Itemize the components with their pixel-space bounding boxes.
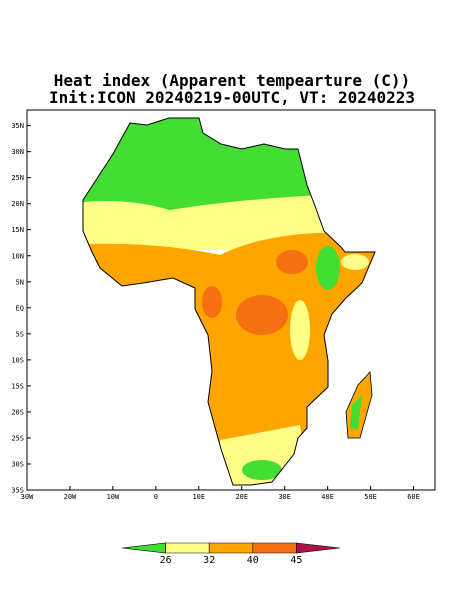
colorbar-segment	[208, 542, 254, 554]
y-tick-label: 15N	[11, 226, 24, 234]
x-tick-label: 20W	[64, 493, 77, 501]
y-tick-label: 5N	[16, 278, 24, 286]
colorbar-label: 32	[203, 555, 215, 566]
x-tick-label: 20E	[235, 493, 248, 501]
y-tick-label: 35S	[11, 487, 24, 495]
y-tick-label: 10S	[11, 356, 24, 364]
x-tick-label: 50E	[364, 493, 377, 501]
y-tick-label: 30N	[11, 148, 24, 156]
x-tick-label: 60E	[407, 493, 420, 501]
colorbar-segment	[165, 542, 210, 554]
y-tick-label: EQ	[16, 304, 24, 312]
madagascar-green	[350, 395, 362, 430]
x-tick-label: 10W	[107, 493, 120, 501]
colorbar-segment	[121, 542, 166, 554]
y-tick-label: 25S	[11, 434, 24, 442]
colorbar-label: 40	[247, 555, 259, 566]
x-tick-label: 40E	[321, 493, 334, 501]
title-line: Heat index (Apparent tempearture (C))	[54, 71, 410, 90]
x-tick-label: 10E	[192, 493, 205, 501]
title-line: Init:ICON 20240219-00UTC, VT: 20240223	[49, 88, 415, 107]
colorbar-label: 26	[160, 555, 172, 566]
y-tick-label: 25N	[11, 174, 24, 182]
y-tick-label: 20S	[11, 408, 24, 416]
y-tick-label: 20N	[11, 200, 24, 208]
y-tick-label: 10N	[11, 252, 24, 260]
y-tick-label: 30S	[11, 460, 24, 468]
y-tick-label: 5S	[16, 330, 24, 338]
colorbar-segment	[296, 542, 341, 554]
colorbar-segment	[252, 542, 297, 554]
x-tick-label: 0	[154, 493, 158, 501]
y-tick-label: 15S	[11, 382, 24, 390]
y-tick-label: 35N	[11, 122, 24, 130]
x-tick-label: 30W	[21, 493, 34, 501]
x-tick-label: 30E	[278, 493, 291, 501]
colorbar-label: 45	[290, 555, 302, 566]
